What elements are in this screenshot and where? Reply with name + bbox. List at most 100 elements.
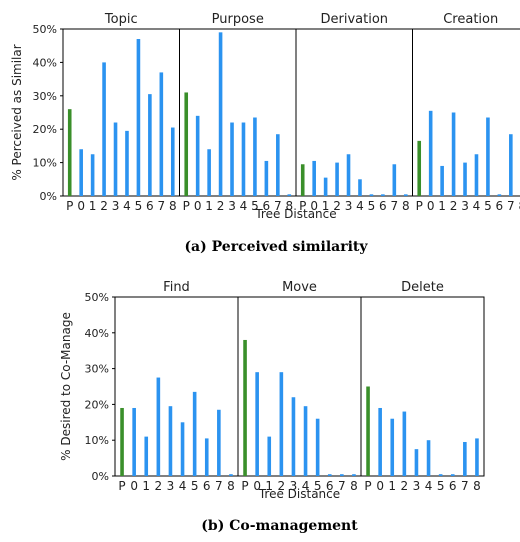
bar <box>390 418 395 476</box>
bar <box>279 372 284 476</box>
bar <box>287 194 292 196</box>
panel-title: Find <box>163 280 190 295</box>
category-label: 2 <box>217 199 225 213</box>
category-label: 4 <box>425 479 433 493</box>
panel-title: Delete <box>401 280 444 295</box>
bar <box>159 72 164 196</box>
category-label: 5 <box>135 199 143 213</box>
bar <box>369 194 374 196</box>
category-label: 3 <box>290 479 298 493</box>
category-label: P <box>416 199 423 213</box>
category-label: 0 <box>77 199 85 213</box>
category-label: 2 <box>100 199 108 213</box>
x-axis-label: Tree Distance <box>254 207 336 221</box>
category-label: 3 <box>461 199 469 213</box>
bar <box>243 339 247 476</box>
bar <box>414 449 419 476</box>
bar <box>170 127 175 196</box>
category-label: 8 <box>402 199 410 213</box>
bar <box>475 438 479 476</box>
category-label: 5 <box>314 479 322 493</box>
bar <box>392 164 397 196</box>
bar <box>366 386 370 476</box>
category-label: 4 <box>179 479 187 493</box>
bar <box>438 474 443 476</box>
bar <box>451 112 456 196</box>
bar <box>148 94 152 196</box>
category-label: 4 <box>473 199 481 213</box>
panel-frame <box>360 296 485 477</box>
y-tick-label: 20% <box>85 398 109 411</box>
category-label: 1 <box>388 479 396 493</box>
bar <box>125 130 129 196</box>
y-tick-label: 50% <box>85 291 109 304</box>
category-label: 2 <box>155 479 163 493</box>
category-label: P <box>364 479 371 493</box>
category-label: 6 <box>379 199 387 213</box>
panel-move: Move P 0 1 2 3 4 5 6 7 8 <box>237 280 362 493</box>
category-label: 2 <box>401 479 409 493</box>
y-tick-label: 10% <box>33 157 57 170</box>
category-label: 0 <box>253 479 261 493</box>
category-label: 4 <box>302 479 310 493</box>
bar <box>378 407 382 476</box>
bar <box>352 474 356 476</box>
panel-frame <box>412 28 520 197</box>
category-label: 5 <box>484 199 492 213</box>
bar <box>335 162 339 196</box>
bar <box>276 134 280 196</box>
bar <box>291 397 296 476</box>
category-label: 8 <box>473 479 481 493</box>
bar <box>463 162 467 196</box>
bar <box>474 154 479 196</box>
bar <box>132 407 136 476</box>
category-label: 7 <box>338 479 346 493</box>
bar <box>144 436 149 476</box>
y-axis-label: % Perceived as Similar <box>10 44 24 180</box>
category-label: 7 <box>274 199 282 213</box>
category-label: 8 <box>169 199 177 213</box>
category-label: P <box>118 479 125 493</box>
bar <box>102 62 106 197</box>
category-label: 7 <box>391 199 399 213</box>
bar <box>180 422 185 476</box>
panel-find: Find P 0 1 2 3 4 5 6 7 8 <box>114 280 239 493</box>
category-label: P <box>183 199 190 213</box>
category-label: 8 <box>518 199 520 213</box>
x-axis-label: Tree Distance <box>258 487 340 501</box>
category-label: 1 <box>142 479 150 493</box>
panel-delete: Delete P 0 1 2 3 4 5 6 7 8 <box>360 280 485 493</box>
category-label: 7 <box>158 199 166 213</box>
bar <box>67 109 72 196</box>
y-tick-label: 10% <box>85 434 109 447</box>
bar <box>156 377 161 476</box>
category-label: 6 <box>146 199 154 213</box>
bar <box>346 154 351 196</box>
bar <box>230 122 234 196</box>
category-label: 3 <box>228 199 236 213</box>
category-label: 0 <box>427 199 435 213</box>
category-label: 0 <box>310 199 318 213</box>
caption: (b) Co-management <box>201 518 358 534</box>
category-label: 8 <box>227 479 235 493</box>
category-label: 0 <box>130 479 138 493</box>
bar <box>315 418 320 476</box>
bar <box>120 407 124 476</box>
category-label: 5 <box>368 199 376 213</box>
category-label: 2 <box>278 479 286 493</box>
bar <box>218 32 223 197</box>
category-label: 2 <box>450 199 458 213</box>
bar <box>229 474 233 476</box>
category-label: 6 <box>263 199 271 213</box>
y-tick-label: 40% <box>33 56 57 69</box>
panel-title: Derivation <box>320 12 388 27</box>
category-label: 5 <box>437 479 445 493</box>
bar <box>204 438 209 476</box>
category-label: 3 <box>345 199 353 213</box>
bar <box>509 134 513 196</box>
category-label: 1 <box>205 199 213 213</box>
category-label: 4 <box>123 199 131 213</box>
category-label: 8 <box>350 479 358 493</box>
bar <box>450 474 455 476</box>
category-label: 1 <box>438 199 446 213</box>
